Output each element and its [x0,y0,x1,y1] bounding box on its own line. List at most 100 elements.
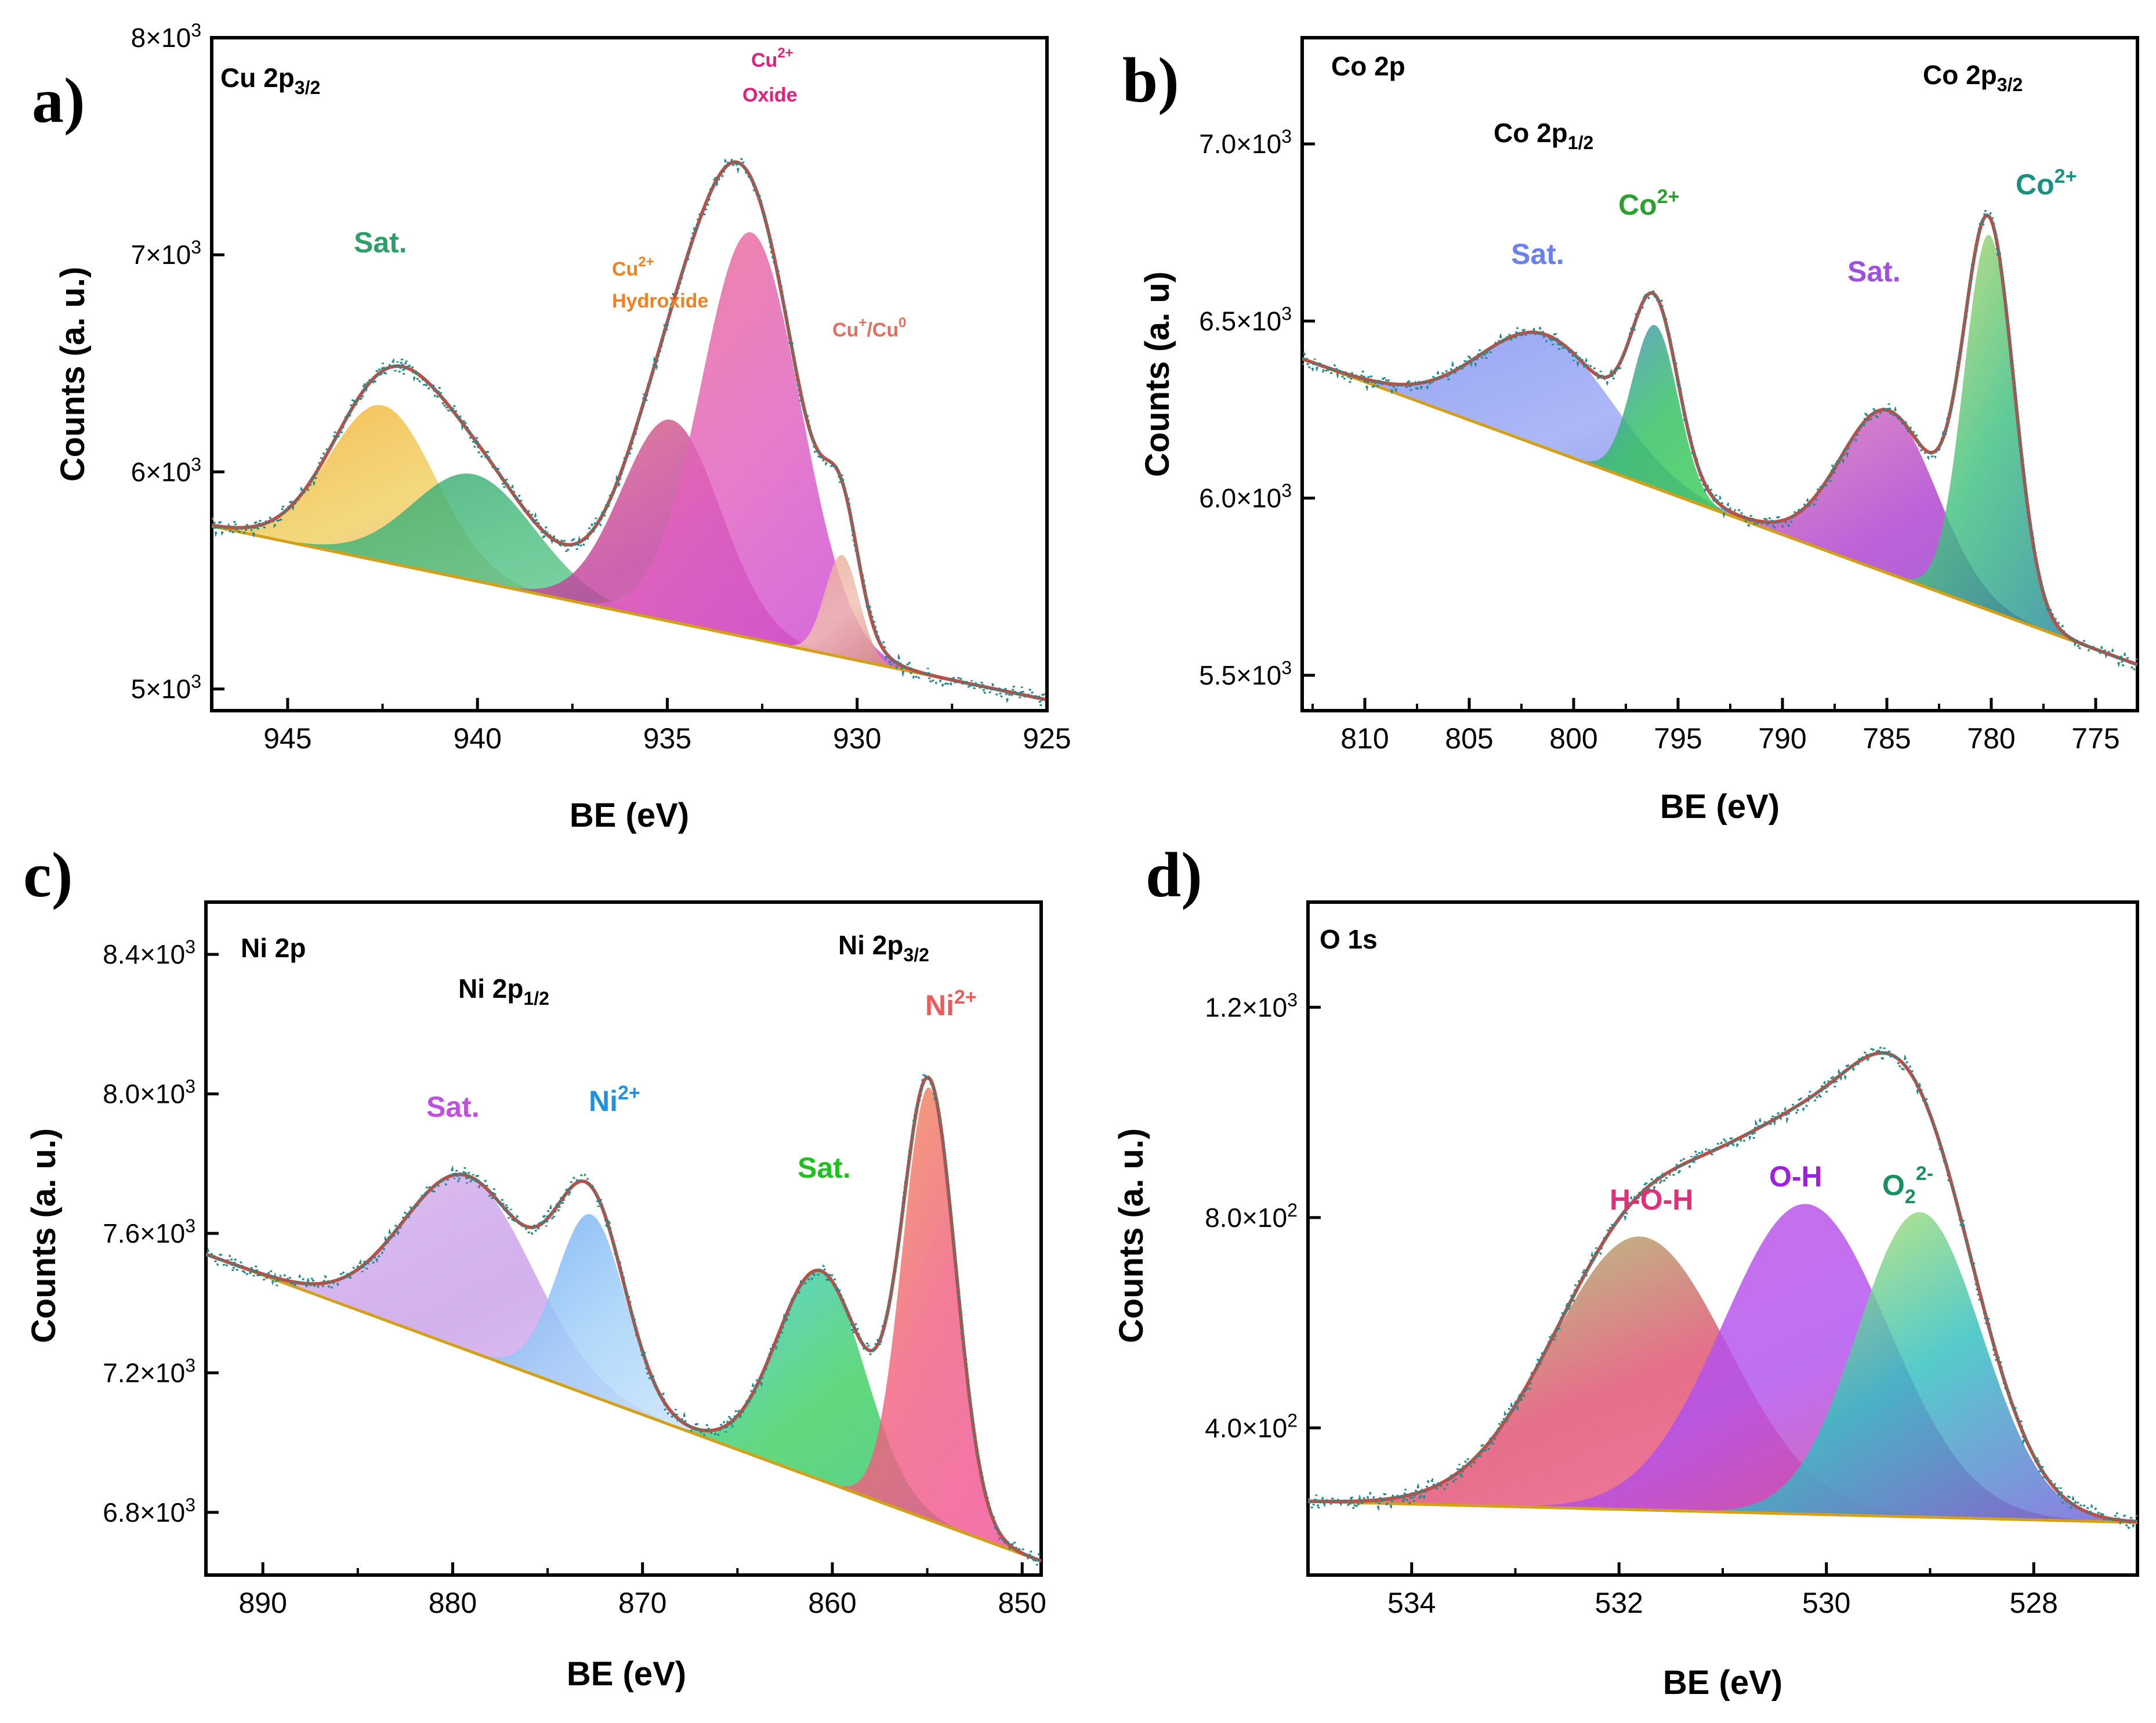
panel-letter: d) [1146,839,1202,910]
y-tick-label: 1.2×103 [1205,989,1298,1022]
x-tick-label: 925 [1023,722,1071,755]
peak-co2- [1889,234,2090,647]
y-tick-label: 7×103 [131,237,201,270]
annotation-cu2-oxide: Cu2+ [751,45,793,71]
plot-frame [204,900,1043,1577]
x-axis-title: BE (eV) [567,1655,686,1693]
peak-sat- [1697,410,2081,645]
annotation-sat-1: Sat. [1511,238,1564,270]
annotation-co2-1: Co2+ [1618,186,1679,221]
annotation-hydroxide: Hydroxide [612,290,708,312]
x-tick-label: 930 [833,722,881,755]
x-tick-label: 850 [998,1587,1046,1619]
annotation-oxide: Oxide [742,84,797,106]
envelope-fit [212,160,1047,702]
y-axis-title: Counts (a. u.) [25,1128,63,1344]
peak-o-h [1474,1204,2137,1523]
x-tick-label: 532 [1595,1587,1643,1619]
annotation-co2-2: Co2+ [2016,165,2077,201]
background-line [1302,357,2137,666]
peak-sat- [212,405,596,606]
y-tick-label: 5×103 [131,671,201,704]
annotation-ni2-1: Ni2+ [589,1082,640,1117]
peak-h-o-h [1308,1236,1992,1519]
panel-b: b) 810 805 800 795 790 785 780 775 5.5×103 6.0×10… [1122,36,2139,826]
peak-o22- [1671,1212,2137,1523]
peak-cu-cu0 [773,555,911,672]
plot-content: 890 880 870 860 850 6.8×103 7.2×103 7.6×103 8.0×… [103,936,1046,1619]
panel-d: d) 534 532 530 528 4.0×102 8.0×102 1.2×103 O 1… [1113,839,2139,1702]
annotation-sat-2: Sat. [798,1152,851,1184]
raw-data [212,155,1047,707]
annotation-o22-: O22- [1882,1163,1933,1208]
x-tick-label: 534 [1387,1587,1436,1619]
y-tick-label: 6×103 [131,454,201,487]
x-tick-label: 940 [453,722,501,755]
plot-content: 534 532 530 528 4.0×102 8.0×102 1.2×103 [1205,989,2139,1619]
x-tick-label: 945 [263,722,311,755]
panel-letter: b) [1122,45,1179,115]
y-axis-title: Counts (a. u.) [54,267,92,482]
spectrum-label: Cu 2p3/2 [220,63,320,98]
annotation-cu-plus-cu0: Cu+/Cu0 [832,315,906,341]
plot-area [212,155,1047,707]
y-axis-title: Counts (a. u.) [1113,1128,1150,1344]
x-tick-label: 870 [618,1587,666,1619]
x-tick-label: 785 [1863,722,1911,755]
x-tick-label: 880 [429,1587,477,1619]
annotation-sat-1: Sat. [426,1091,480,1123]
raw-data [1302,205,2137,674]
ni-2p32-label: Ni 2p3/2 [838,930,929,965]
plot-frame [210,36,1049,712]
raw-data [1308,1043,2137,1531]
y-tick-label: 8×103 [131,20,201,53]
y-tick-label: 6.0×103 [1199,480,1292,513]
plot-frame [1300,36,2139,712]
plot-area [1308,1043,2137,1531]
spectrum-label: Co 2p [1331,51,1405,81]
x-tick-label: 800 [1549,722,1597,755]
envelope-fit [1302,213,2137,667]
ni-2p12-label: Ni 2p1/2 [458,973,549,1009]
annotation-ni2-2: Ni2+ [925,986,977,1022]
x-axis-title: BE (eV) [1660,788,1780,826]
x-axis-title: BE (eV) [1663,1664,1782,1702]
panel-letter: a) [32,65,85,136]
panel-letter: c) [23,839,73,910]
peak-ni2- [454,1214,728,1446]
y-tick-label: 7.6×103 [103,1215,195,1248]
peak-sat- [646,1270,996,1545]
x-tick-label: 805 [1445,722,1493,755]
spectrum-label: Ni 2p [241,933,306,963]
y-tick-label: 7.2×103 [103,1355,195,1388]
annotation-cu2-hydroxide: Cu2+ [612,254,654,280]
x-tick-label: 530 [1802,1587,1850,1619]
panel-c: c) 890 880 870 860 8506.8×1037.2×1037.6×1038… [23,839,1046,1693]
co-2p12-label: Co 2p1/2 [1494,118,1593,153]
co-2p32-label: Co 2p3/2 [1923,60,2023,95]
annotation-h-o-h: H-O-H [1610,1183,1693,1216]
panel-a: a) 945 940 935 930 925 5×103 6×103 7×103 8×103 C… [32,20,1071,834]
spectrum-label: O 1s [1320,924,1378,954]
raw-data [206,1069,1041,1566]
background-line [206,1253,1041,1563]
y-axis-title: Counts (a. u) [1139,272,1176,477]
y-tick-label: 4.0×102 [1205,1410,1298,1443]
annotation-sat-2: Sat. [1847,255,1901,288]
x-tick-label: 890 [238,1587,287,1619]
y-tick-label: 6.8×103 [103,1494,195,1527]
peak-co2- [1563,325,1747,522]
x-tick-label: 795 [1654,722,1702,755]
peak-ni2- [822,1087,1036,1559]
y-tick-label: 8.0×102 [1205,1200,1298,1233]
y-tick-label: 8.0×103 [103,1076,195,1109]
background-line [212,524,1047,701]
y-tick-label: 8.4×103 [103,936,195,969]
y-tick-label: 5.5×103 [1199,657,1292,690]
x-tick-label: 780 [1967,722,2015,755]
x-tick-label: 790 [1758,722,1806,755]
envelope-fit [1308,1051,2137,1523]
plot-content: 945 940 935 930 925 5×103 6×103 7×103 8×103 [131,20,1071,755]
x-tick-label: 775 [2071,722,2119,755]
